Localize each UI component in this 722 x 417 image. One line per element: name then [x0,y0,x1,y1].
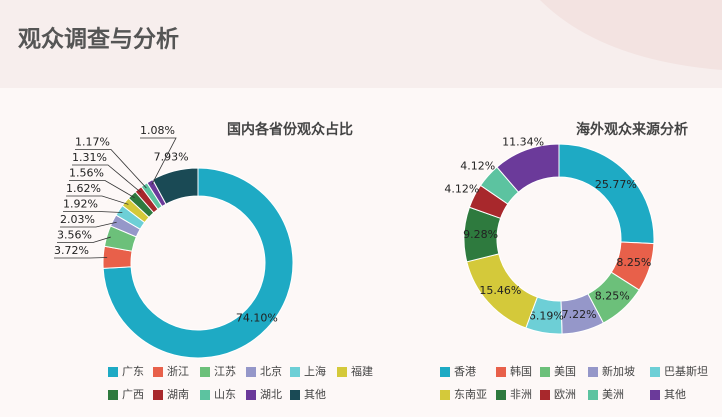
legend-label: 其他 [304,388,326,401]
legend-label: 江苏 [214,365,236,378]
data-label: 1.17% [75,136,110,149]
data-label: 4.12% [444,183,479,196]
legend-swatch [108,367,118,377]
legend-label: 北京 [260,364,282,378]
legend-swatch [200,367,210,377]
data-label: 6.19% [529,309,564,322]
data-label: 25.77% [595,178,637,191]
legend-label: 上海 [304,364,326,378]
legend-swatch [153,390,163,400]
leader-line [140,137,177,185]
legend-label: 山东 [214,388,236,401]
legend-swatch [290,390,300,400]
leader-line [66,195,129,205]
slice [102,167,294,359]
legend-label: 湖南 [167,388,189,401]
leader-line [69,180,135,199]
legend-swatch [246,390,256,400]
legend-label: 欧洲 [554,388,576,401]
slice [496,143,560,193]
legend-label: 广东 [122,365,144,378]
legend-swatch [440,390,450,400]
leader-line [63,211,123,213]
legend-label: 美国 [554,365,576,378]
legend-swatch [588,390,598,400]
legend-swatch [540,367,550,377]
legend-swatch [440,367,450,377]
slice [151,167,199,205]
data-label: 2.03% [60,213,95,226]
legend-swatch [650,390,660,400]
data-label: 1.31% [72,151,107,164]
data-label: 1.62% [66,182,101,195]
data-label: 74.10% [236,312,278,325]
legend-swatch [496,367,506,377]
leader-line [72,164,141,193]
data-label: 8.25% [595,290,630,303]
legend-label: 美洲 [602,388,624,401]
decor [540,0,722,70]
leader-line [60,221,117,228]
data-label: 1.92% [63,198,98,211]
legend-label: 韩国 [510,364,532,378]
data-label: 4.12% [460,159,495,172]
legend-swatch [496,390,506,400]
data-label: 15.46% [479,284,521,297]
leader-line [57,236,111,243]
legend-label: 湖北 [260,388,282,401]
legend-label: 巴基斯坦 [664,364,708,378]
page-title: 观众调查与分析 [18,27,179,53]
legend-swatch [290,367,300,377]
data-label: 3.56% [57,229,92,242]
data-label: 9.28% [463,228,498,241]
legend-swatch [153,367,163,377]
data-label: 1.56% [69,167,104,180]
legend-label: 香港 [454,365,476,378]
legend-label: 非洲 [510,388,532,401]
legend-swatch [108,390,118,400]
chart-title: 国内各省份观众占比 [227,121,353,138]
legend-label: 其他 [664,388,686,401]
data-label: 1.08% [140,124,175,137]
chart-title: 海外观众来源分析 [576,121,688,138]
legend-swatch [200,390,210,400]
legend-label: 广西 [122,388,144,401]
data-label: 11.34% [502,135,544,148]
leader-line [75,149,147,189]
legend-label: 东南亚 [454,388,487,401]
legend-label: 浙江 [167,365,189,378]
legend-label: 新加坡 [602,364,635,378]
legend-swatch [246,367,256,377]
legend-swatch [650,367,660,377]
data-label: 7.93% [154,150,189,163]
legend-label: 福建 [351,364,373,378]
legend-swatch [588,367,598,377]
legend-swatch [540,390,550,400]
data-label: 7.22% [562,308,597,321]
data-label: 3.72% [54,244,89,257]
data-label: 8.25% [616,256,651,269]
legend-swatch [337,367,347,377]
